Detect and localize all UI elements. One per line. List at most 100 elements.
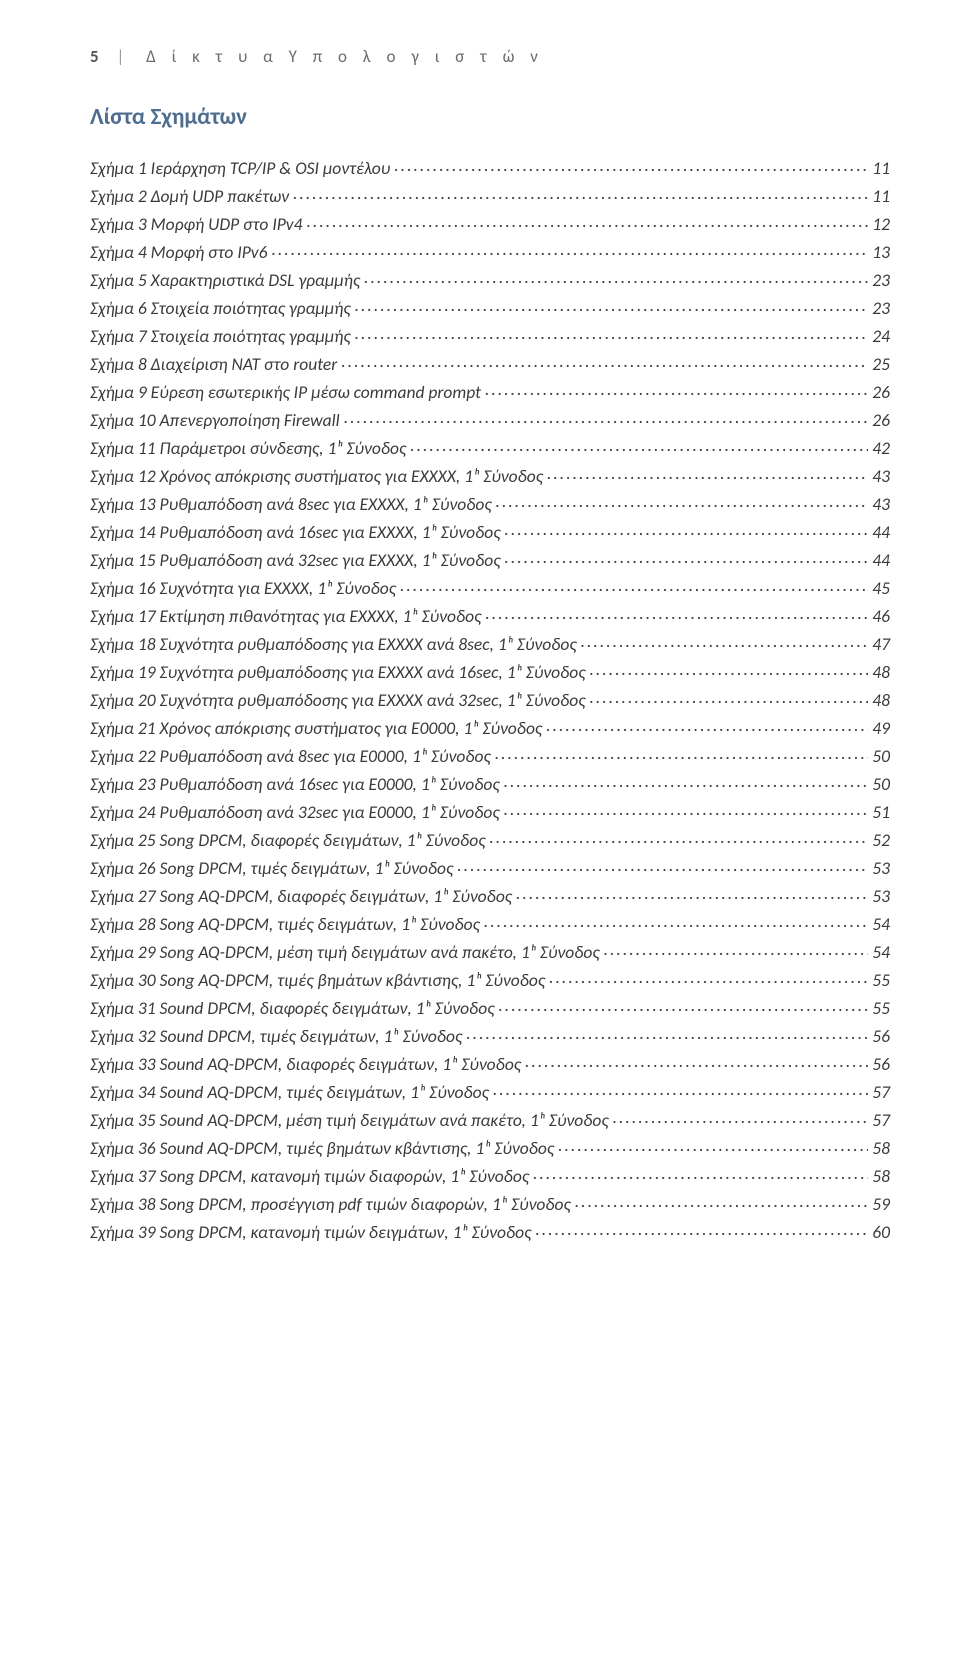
toc-entry-page: 52 (872, 832, 890, 850)
toc-dot-leader (589, 661, 868, 679)
toc-row: Σχήμα 28 Song AQ-DPCM, τιμές δειγμάτων, … (90, 909, 890, 937)
toc-entry-label: Σχήμα 4 Μορφή στο IPv6 (90, 244, 267, 262)
toc-row: Σχήμα 20 Συχνότητα ρυθμαπόδοσης για EXXX… (90, 685, 890, 713)
toc-dot-leader (613, 1109, 869, 1127)
toc-dot-leader (355, 297, 869, 315)
toc-dot-leader (558, 1137, 868, 1155)
toc-entry-label: Σχήμα 26 Song DPCM, τιμές δειγμάτων, 1ʰ … (90, 860, 453, 878)
toc-entry-page: 13 (872, 244, 890, 262)
toc-dot-leader (525, 1053, 868, 1071)
toc-dot-leader (546, 717, 868, 735)
toc-entry-page: 11 (872, 160, 890, 178)
toc-dot-leader (516, 885, 868, 903)
toc-row: Σχήμα 3 Μορφή UDP στο IPv412 (90, 209, 890, 237)
section-title: Λίστα Σχημάτων (90, 103, 890, 131)
toc-row: Σχήμα 9 Εύρεση εσωτερικής IP μέσω comman… (90, 377, 890, 405)
toc-dot-leader (485, 381, 868, 399)
toc-dot-leader (493, 1081, 868, 1099)
toc-dot-leader (271, 241, 868, 259)
toc-entry-label: Σχήμα 23 Ρυθμαπόδοση ανά 16sec για E0000… (90, 776, 500, 794)
toc-entry-page: 58 (872, 1140, 890, 1158)
toc-entry-page: 56 (872, 1056, 890, 1074)
toc-entry-page: 54 (872, 944, 890, 962)
toc-row: Σχήμα 32 Sound DPCM, τιμές δειγμάτων, 1ʰ… (90, 1021, 890, 1049)
toc-entry-label: Σχήμα 9 Εύρεση εσωτερικής IP μέσω comman… (90, 384, 481, 402)
toc-entry-page: 58 (872, 1168, 890, 1186)
toc-entry-label: Σχήμα 13 Ρυθμαπόδοση ανά 8sec για EXXXX,… (90, 496, 492, 514)
toc-entry-label: Σχήμα 11 Παράμετροι σύνδεσης, 1ʰ Σύνοδος (90, 440, 406, 458)
toc-entry-label: Σχήμα 35 Sound AQ-DPCM, μέση τιμή δειγμά… (90, 1112, 609, 1130)
toc-entry-page: 45 (872, 580, 890, 598)
toc-entry-page: 23 (872, 272, 890, 290)
toc-row: Σχήμα 14 Ρυθμαπόδοση ανά 16sec για EXXXX… (90, 517, 890, 545)
toc-dot-leader (466, 1025, 868, 1043)
toc-entry-page: 43 (872, 496, 890, 514)
toc-entry-page: 51 (872, 804, 890, 822)
toc-dot-leader (485, 605, 868, 623)
toc-entry-page: 50 (872, 776, 890, 794)
toc-entry-page: 48 (872, 692, 890, 710)
toc-row: Σχήμα 24 Ρυθμαπόδοση ανά 32sec για E0000… (90, 797, 890, 825)
toc-entry-page: 60 (872, 1224, 890, 1242)
toc-entry-label: Σχήμα 2 Δομή UDP πακέτων (90, 188, 289, 206)
toc-dot-leader (344, 409, 869, 427)
toc-row: Σχήμα 23 Ρυθμαπόδοση ανά 16sec για E0000… (90, 769, 890, 797)
toc-dot-leader (341, 353, 868, 371)
toc-entry-label: Σχήμα 33 Sound AQ-DPCM, διαφορές δειγμάτ… (90, 1056, 521, 1074)
toc-dot-leader (498, 997, 868, 1015)
toc-dot-leader (549, 969, 868, 987)
toc-dot-leader (489, 829, 868, 847)
toc-row: Σχήμα 4 Μορφή στο IPv6 13 (90, 237, 890, 265)
toc-row: Σχήμα 35 Sound AQ-DPCM, μέση τιμή δειγμά… (90, 1105, 890, 1133)
page-number: 5 (90, 46, 101, 67)
toc-entry-label: Σχήμα 27 Song AQ-DPCM, διαφορές δειγμάτω… (90, 888, 512, 906)
header-separator: | (116, 46, 130, 67)
toc-entry-label: Σχήμα 6 Στοιχεία ποιότητας γραμμής (90, 300, 351, 318)
toc-entry-label: Σχήμα 19 Συχνότητα ρυθμαπόδοσης για EXXX… (90, 664, 585, 682)
header-title: Δ ί κ τ υ α Υ π ο λ ο γ ι σ τ ώ ν (146, 46, 544, 67)
toc-dot-leader (575, 1193, 869, 1211)
toc-entry-label: Σχήμα 14 Ρυθμαπόδοση ανά 16sec για EXXXX… (90, 524, 500, 542)
toc-row: Σχήμα 11 Παράμετροι σύνδεσης, 1ʰ Σύνοδος… (90, 433, 890, 461)
toc-entry-label: Σχήμα 16 Συχνότητα για EXXXX, 1ʰ Σύνοδος (90, 580, 396, 598)
toc-dot-leader (410, 437, 868, 455)
toc-entry-page: 26 (872, 412, 890, 430)
toc-row: Σχήμα 18 Συχνότητα ρυθμαπόδοσης για EXXX… (90, 629, 890, 657)
toc-entry-page: 43 (872, 468, 890, 486)
toc-row: Σχήμα 37 Song DPCM, κατανομή τιμών διαφο… (90, 1161, 890, 1189)
toc-entry-label: Σχήμα 10 Απενεργοποίηση Firewall (90, 412, 340, 430)
toc-entry-page: 55 (872, 972, 890, 990)
toc-row: Σχήμα 19 Συχνότητα ρυθμαπόδοσης για EXXX… (90, 657, 890, 685)
toc-row: Σχήμα 21 Χρόνος απόκρισης συστήματος για… (90, 713, 890, 741)
toc-entry-page: 24 (872, 328, 890, 346)
toc-entry-page: 57 (872, 1084, 890, 1102)
toc-row: Σχήμα 12 Χρόνος απόκρισης συστήματος για… (90, 461, 890, 489)
toc-entry-label: Σχήμα 8 Διαχείριση NAT στο router (90, 356, 337, 374)
toc-entry-page: 42 (872, 440, 890, 458)
toc-dot-leader (504, 773, 869, 791)
toc-row: Σχήμα 26 Song DPCM, τιμές δειγμάτων, 1ʰ … (90, 853, 890, 881)
toc-row: Σχήμα 38 Song DPCM, προσέγγιση pdf τιμών… (90, 1189, 890, 1217)
toc-dot-leader (604, 941, 869, 959)
toc-entry-label: Σχήμα 22 Ρυθμαπόδοση ανά 8sec για E0000,… (90, 748, 491, 766)
toc-entry-label: Σχήμα 7 Στοιχεία ποιότητας γραμμής (90, 328, 351, 346)
toc-entry-page: 11 (872, 188, 890, 206)
toc-dot-leader (457, 857, 868, 875)
page-header: 5 | Δ ί κ τ υ α Υ π ο λ ο γ ι σ τ ώ ν (90, 46, 890, 67)
toc-entry-page: 26 (872, 384, 890, 402)
toc-entry-page: 44 (872, 524, 890, 542)
toc-dot-leader (504, 549, 868, 567)
toc-row: Σχήμα 39 Song DPCM, κατανομή τιμών δειγμ… (90, 1217, 890, 1245)
toc-entry-page: 53 (872, 888, 890, 906)
toc-entry-page: 50 (872, 748, 890, 766)
toc-row: Σχήμα 33 Sound AQ-DPCM, διαφορές δειγμάτ… (90, 1049, 890, 1077)
toc-dot-leader (306, 213, 868, 231)
toc-row: Σχήμα 29 Song AQ-DPCM, μέση τιμή δειγμάτ… (90, 937, 890, 965)
toc-row: Σχήμα 31 Sound DPCM, διαφορές δειγμάτων,… (90, 993, 890, 1021)
toc-entry-label: Σχήμα 31 Sound DPCM, διαφορές δειγμάτων,… (90, 1000, 494, 1018)
toc-entry-label: Σχήμα 15 Ρυθμαπόδοση ανά 32sec για EXXXX… (90, 552, 500, 570)
toc-entry-label: Σχήμα 34 Sound AQ-DPCM, τιμές δειγμάτων,… (90, 1084, 489, 1102)
toc-entry-label: Σχήμα 12 Χρόνος απόκρισης συστήματος για… (90, 468, 543, 486)
toc-row: Σχήμα 1 Ιεράρχηση TCP/IP & OSI μοντέλου1… (90, 153, 890, 181)
toc-entry-label: Σχήμα 38 Song DPCM, προσέγγιση pdf τιμών… (90, 1196, 571, 1214)
